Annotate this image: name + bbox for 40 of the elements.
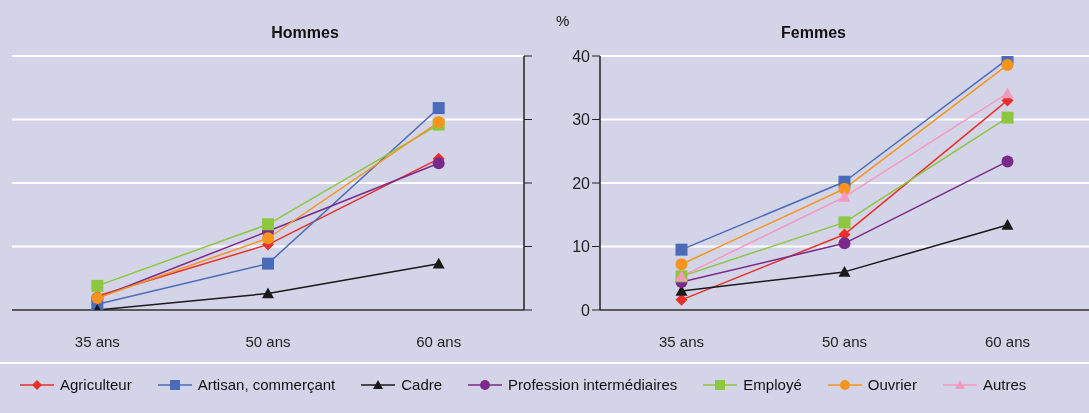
- point: [838, 265, 851, 277]
- point: [1001, 58, 1014, 71]
- x-tick-label: 35 ans: [74, 332, 120, 350]
- point: [1001, 155, 1014, 168]
- chart-title: Femmes: [781, 24, 846, 41]
- chart-title: Hommes: [270, 24, 340, 43]
- point: [262, 287, 274, 299]
- point: [1001, 111, 1014, 124]
- x-tick-label: 60 ans: [984, 332, 1031, 350]
- legend-label: Agriculteur: [60, 376, 132, 393]
- legend-label: Ouvrier: [867, 376, 917, 393]
- y-tick-label: 0: [581, 301, 591, 319]
- y-axis-title: %: [556, 12, 570, 29]
- x-tick-label: 35 ans: [658, 332, 705, 350]
- point: [262, 257, 274, 270]
- legend-label: Cadre: [401, 376, 443, 393]
- y-tick-label: 40: [572, 47, 591, 65]
- point: [838, 216, 851, 229]
- point: [675, 258, 688, 271]
- legend-label: Profession intermédiaires: [508, 376, 678, 393]
- point: [1001, 87, 1014, 99]
- x-tick-label: 50 ans: [245, 332, 291, 350]
- point: [432, 257, 445, 269]
- point: [432, 157, 445, 170]
- x-tick-label: 60 ans: [416, 332, 462, 350]
- x-tick-label: 50 ans: [821, 332, 868, 350]
- point: [1001, 218, 1014, 230]
- point: [262, 232, 274, 245]
- point: [838, 190, 851, 202]
- point: [91, 279, 104, 292]
- y-tick-label: 10: [572, 238, 591, 256]
- legend-label: Employé: [743, 376, 802, 393]
- legend-label: Autres: [982, 376, 1027, 393]
- y-tick-label: 30: [572, 111, 591, 129]
- point: [838, 237, 851, 250]
- point: [675, 243, 688, 256]
- legend-label: Artisan, commerçant: [197, 376, 336, 393]
- y-tick-label: 20: [572, 174, 591, 192]
- point: [432, 102, 445, 115]
- point: [262, 218, 274, 231]
